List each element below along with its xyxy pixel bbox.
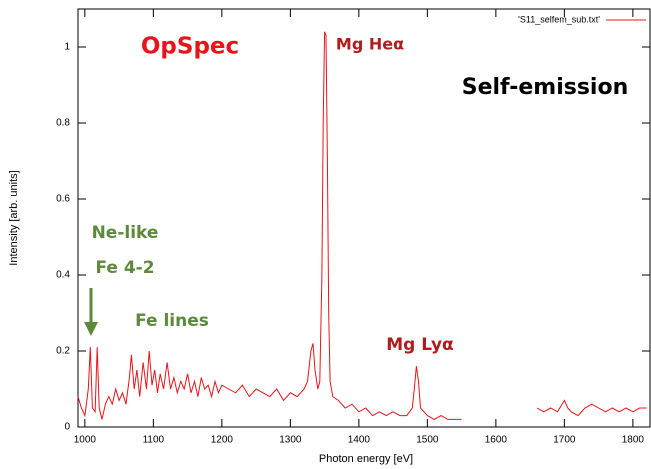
y-tick-label: 0	[64, 422, 70, 433]
annotation: Ne-like	[92, 223, 159, 243]
x-tick-label: 1500	[416, 435, 439, 446]
annotation: Mg Lyα	[386, 335, 453, 355]
annotation: Mg Heα	[336, 35, 404, 54]
x-tick-label: 1200	[211, 435, 234, 446]
y-tick-label: 0.8	[56, 118, 70, 129]
y-tick-label: 0.2	[56, 346, 70, 357]
annotation: Fe lines	[135, 311, 209, 331]
annotation: OpSpec	[141, 34, 239, 60]
x-tick-label: 1600	[485, 435, 508, 446]
y-axis-label: Intensity [arb. units]	[8, 170, 20, 265]
x-tick-label: 1400	[348, 435, 371, 446]
x-axis-label: Photon energy [eV]	[319, 453, 413, 465]
legend-label: 'S11_selfem_sub.txt'	[518, 14, 600, 24]
annotation: Self-emission	[462, 75, 629, 100]
x-tick-label: 1300	[279, 435, 302, 446]
x-tick-label: 1800	[622, 435, 645, 446]
y-tick-label: 0.4	[56, 270, 70, 281]
x-tick-label: 1000	[74, 435, 97, 446]
y-tick-label: 0.6	[56, 194, 70, 205]
spectrum-line	[77, 31, 647, 420]
y-tick-label: 1	[64, 42, 70, 53]
annotation: Fe 4-2	[95, 258, 154, 278]
plot-frame	[77, 8, 651, 428]
arrow-head	[84, 322, 98, 336]
x-tick-label: 1100	[143, 435, 165, 446]
x-tick-label: 1700	[553, 435, 576, 446]
